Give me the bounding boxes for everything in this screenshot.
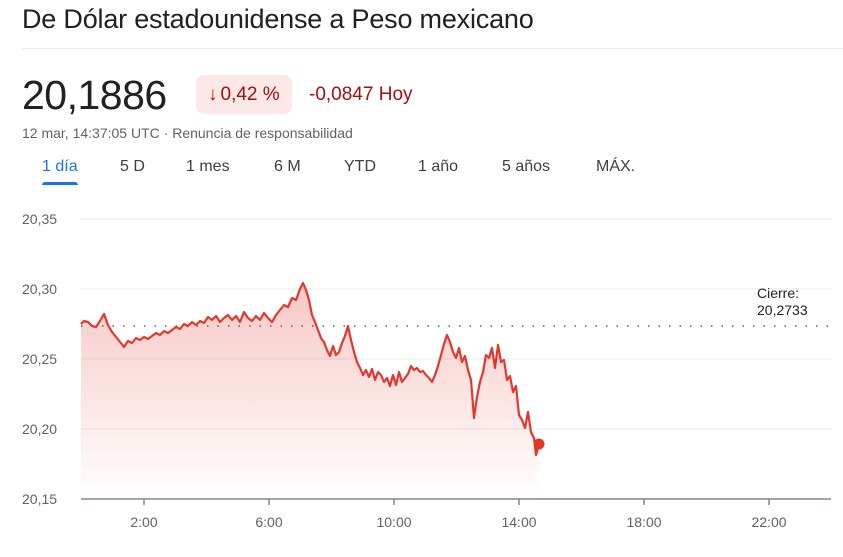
y-tick-label: 20,35 [22,211,58,227]
tab-ytd[interactable]: YTD [344,158,376,175]
x-tick-label: 2:00 [130,514,158,530]
price-chart[interactable]: 20,35 20,30 20,25 20,20 20,15 2:00 6:00 … [0,200,843,557]
x-tick-label: 6:00 [255,514,283,530]
change-absolute: -0,0847 Hoy [309,84,413,105]
area-fill [81,283,539,499]
tab-5-anos[interactable]: 5 años [502,158,551,175]
tab-5-d[interactable]: 5 D [120,158,145,175]
y-tick-label: 20,15 [22,491,58,507]
page-title: De Dólar estadounidense a Peso mexicano [22,4,534,34]
y-tick-label: 20,30 [22,281,58,297]
tab-1-mes[interactable]: 1 mes [186,158,230,175]
arrow-down-icon: ↓ [208,84,218,105]
close-label-value: 20,2733 [757,302,808,318]
tab-6-m[interactable]: 6 M [274,158,301,175]
timestamp: 12 mar, 14:37:05 UTC [22,125,160,141]
separator: · [163,125,169,141]
previous-close-label: Cierre: 20,2733 [757,285,808,319]
header-divider [22,48,843,49]
x-tick-label: 10:00 [376,514,412,530]
disclaimer-link[interactable]: Renuncia de responsabilidad [172,125,353,141]
current-price: 20,1886 [22,72,167,118]
close-label-title: Cierre: [757,285,800,301]
tab-max[interactable]: MÁX. [596,158,636,175]
tab-1-dia[interactable]: 1 día [42,158,78,185]
y-tick-label: 20,25 [22,351,58,367]
last-price-dot [533,438,545,450]
price-line [80,281,541,457]
x-tick-label: 22:00 [751,514,787,530]
x-ticks [143,499,770,505]
quote-meta: 12 mar, 14:37:05 UTC · Renuncia de respo… [22,125,353,141]
x-tick-label: 18:00 [626,514,662,530]
change-percent: 0,42 % [220,84,280,105]
chart-svg [80,218,831,505]
x-tick-label: 14:00 [501,514,537,530]
tab-1-ano[interactable]: 1 año [418,158,459,175]
y-tick-label: 20,20 [22,421,58,437]
change-percent-badge: ↓ 0,42 % [196,75,292,114]
